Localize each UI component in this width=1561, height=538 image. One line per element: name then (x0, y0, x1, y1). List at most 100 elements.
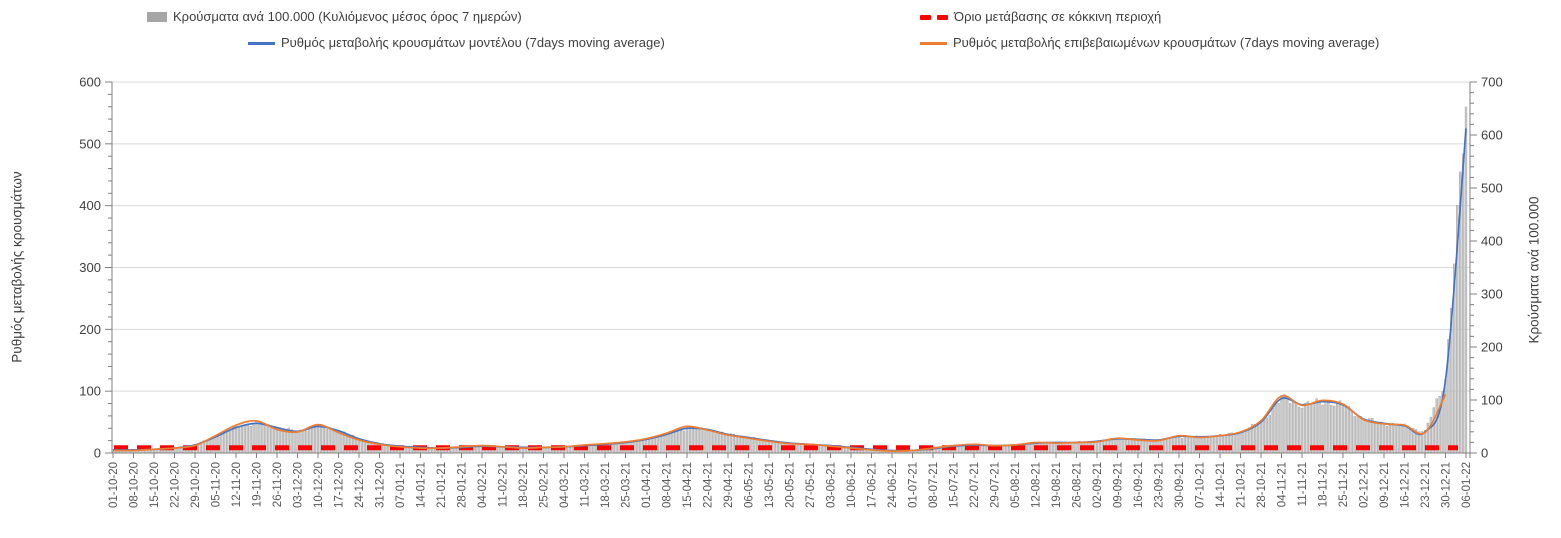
svg-text:29-04-21: 29-04-21 (723, 462, 735, 508)
svg-text:06-01-22: 06-01-22 (1461, 462, 1473, 508)
svg-text:15-10-20: 15-10-20 (149, 462, 161, 508)
svg-text:100: 100 (1481, 393, 1503, 408)
daily-bar (545, 447, 548, 454)
svg-text:25-02-21: 25-02-21 (539, 462, 551, 508)
svg-text:26-11-20: 26-11-20 (272, 462, 284, 507)
svg-text:04-03-21: 04-03-21 (559, 462, 571, 508)
svg-text:22-10-20: 22-10-20 (170, 462, 182, 508)
svg-text:26-08-21: 26-08-21 (1072, 462, 1084, 508)
svg-text:200: 200 (1481, 340, 1503, 355)
svg-text:200: 200 (79, 322, 101, 337)
svg-text:20-05-21: 20-05-21 (785, 462, 797, 508)
svg-text:21-10-21: 21-10-21 (1236, 462, 1248, 508)
svg-text:06-05-21: 06-05-21 (744, 462, 756, 508)
daily-bar (571, 446, 574, 454)
daily-bar (1259, 421, 1263, 454)
daily-bar (1280, 397, 1283, 454)
daily-bar (726, 434, 730, 454)
daily-bar (246, 425, 249, 454)
svg-text:14-10-21: 14-10-21 (1215, 462, 1227, 508)
daily-bar (662, 435, 665, 454)
daily-bar (1025, 443, 1028, 454)
svg-text:22-04-21: 22-04-21 (703, 462, 715, 508)
daily-bar (685, 428, 689, 454)
daily-bar (1174, 436, 1178, 454)
daily-bar (1435, 398, 1438, 454)
daily-bar (542, 447, 545, 454)
daily-bar (738, 437, 741, 454)
daily-bar (1145, 439, 1148, 454)
daily-bar (1371, 418, 1374, 454)
svg-text:12-11-20: 12-11-20 (231, 462, 243, 507)
daily-bar (984, 445, 987, 454)
daily-bar (1461, 153, 1465, 454)
svg-text:22-07-21: 22-07-21 (969, 462, 981, 508)
svg-text:17-06-21: 17-06-21 (867, 462, 879, 508)
daily-bar (267, 424, 270, 454)
right-axis-tick-labels: 0 100 200 300 400 500 600 700 (1481, 75, 1503, 461)
svg-text:400: 400 (1481, 234, 1503, 249)
svg-text:0: 0 (94, 446, 101, 461)
daily-bar (709, 429, 712, 454)
daily-bar (1224, 434, 1228, 454)
daily-bar (1195, 435, 1198, 454)
daily-bar (592, 444, 595, 454)
daily-bar (337, 432, 340, 454)
daily-bar (1221, 434, 1225, 454)
x-axis-tick-labels: 01-10-20 08-10-20 15-10-20 22-10-20 29-10-20… (108, 462, 1473, 508)
daily-bar (269, 427, 273, 454)
svg-text:12-08-21: 12-08-21 (1031, 462, 1043, 508)
daily-bar (1464, 106, 1468, 454)
svg-text:18-03-21: 18-03-21 (600, 462, 612, 508)
legend-label-red-zone-threshold: Όριο μετάβασης σε κόκκινη περιοχή (954, 9, 1162, 24)
daily-bar (1374, 421, 1377, 454)
daily-bar (1350, 410, 1353, 454)
daily-bar (211, 437, 214, 454)
daily-bar (1303, 402, 1307, 454)
daily-bar (741, 436, 744, 454)
svg-text:28-01-21: 28-01-21 (457, 462, 469, 508)
daily-bar (454, 447, 457, 454)
svg-text:04-11-21: 04-11-21 (1277, 462, 1289, 507)
daily-bar (1376, 422, 1380, 454)
legend-label-cases-per-100k: Κρούσματα ανά 100.000 (Κυλιόμενος μέσος … (173, 9, 522, 24)
daily-bar (1201, 437, 1204, 454)
orange-line-swatch-icon (920, 41, 947, 45)
daily-bar (293, 431, 296, 454)
svg-text:30-09-21: 30-09-21 (1174, 462, 1186, 508)
svg-text:17-12-20: 17-12-20 (334, 462, 346, 508)
legend-item-cases-per-100k: Κρούσματα ανά 100.000 (Κυλιόμενος μέσος … (147, 9, 522, 25)
svg-text:08-04-21: 08-04-21 (662, 462, 674, 508)
daily-bar (243, 424, 246, 454)
daily-bar (1177, 436, 1181, 454)
daily-bar (1218, 434, 1222, 454)
daily-bar (1051, 442, 1055, 454)
svg-text:24-12-20: 24-12-20 (354, 462, 366, 508)
svg-text:03-06-21: 03-06-21 (826, 462, 838, 508)
daily-bar (1169, 438, 1172, 454)
svg-text:100: 100 (79, 384, 101, 399)
daily-bar (357, 439, 361, 454)
daily-bar (1186, 435, 1189, 454)
model-rate-line (112, 128, 1467, 452)
daily-bar (732, 434, 736, 454)
svg-text:09-09-21: 09-09-21 (1113, 462, 1125, 508)
svg-text:18-11-21: 18-11-21 (1318, 462, 1330, 507)
blue-line-swatch-icon (248, 41, 275, 45)
svg-text:10-12-20: 10-12-20 (313, 462, 325, 508)
legend-item-confirmed-rate: Ρυθμός μεταβολής επιβεβαιωμένων κρουσμάτ… (920, 35, 1379, 51)
svg-text:19-11-20: 19-11-20 (252, 462, 264, 507)
svg-text:05-08-21: 05-08-21 (1010, 462, 1022, 508)
svg-text:29-07-21: 29-07-21 (990, 462, 1002, 508)
daily-bar (1444, 379, 1447, 454)
svg-text:25-11-21: 25-11-21 (1338, 462, 1350, 507)
svg-text:11-02-21: 11-02-21 (498, 462, 510, 507)
daily-bar (1048, 442, 1052, 454)
daily-bar (1347, 406, 1351, 454)
svg-text:14-01-21: 14-01-21 (416, 462, 428, 508)
daily-bar (1306, 401, 1310, 454)
svg-text:15-07-21: 15-07-21 (949, 462, 961, 508)
daily-bar (679, 430, 683, 454)
